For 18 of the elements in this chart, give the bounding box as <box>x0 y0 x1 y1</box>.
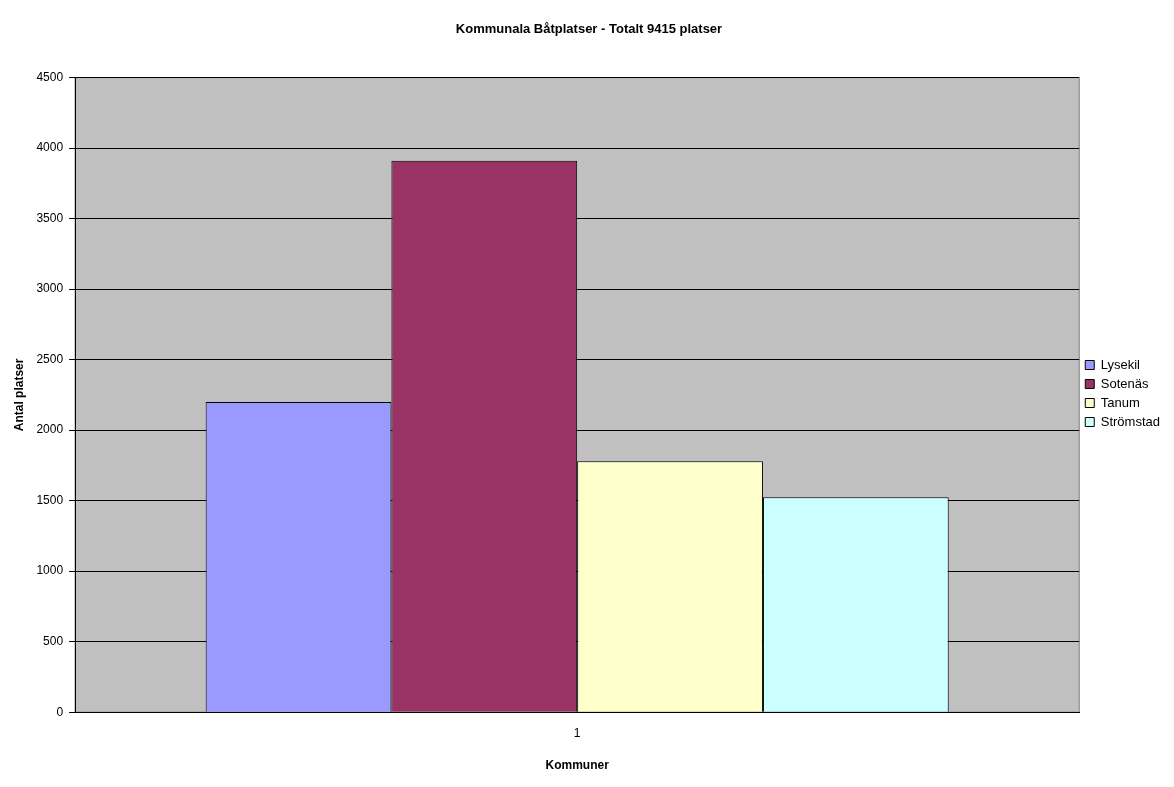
legend-label: Sotenäs <box>1100 375 1149 391</box>
legend-label: Tanum <box>1100 394 1140 410</box>
x-tick-label: 1 <box>573 725 581 740</box>
legend-label: Lysekil <box>1100 356 1141 372</box>
y-tick-label: 500 <box>43 634 64 648</box>
y-tick-label: 4000 <box>36 140 64 155</box>
y-tick-label: 2500 <box>36 351 64 366</box>
legend-label: Strömstad <box>1100 413 1161 429</box>
x-axis-title: Kommuner <box>545 758 610 773</box>
y-tick-label: 0 <box>56 704 64 719</box>
y-tick-label: 2000 <box>36 422 64 437</box>
y-axis-title: Antal platser <box>11 358 26 432</box>
y-tick-label: 3000 <box>36 281 64 296</box>
chart-title: Kommunala Båtplatser - Totalt 9415 platser <box>455 21 723 37</box>
y-tick-label: 3500 <box>36 210 64 225</box>
y-tick-label: 4500 <box>36 69 64 84</box>
y-tick-label: 1500 <box>36 492 64 507</box>
y-tick-label: 1000 <box>36 563 64 578</box>
